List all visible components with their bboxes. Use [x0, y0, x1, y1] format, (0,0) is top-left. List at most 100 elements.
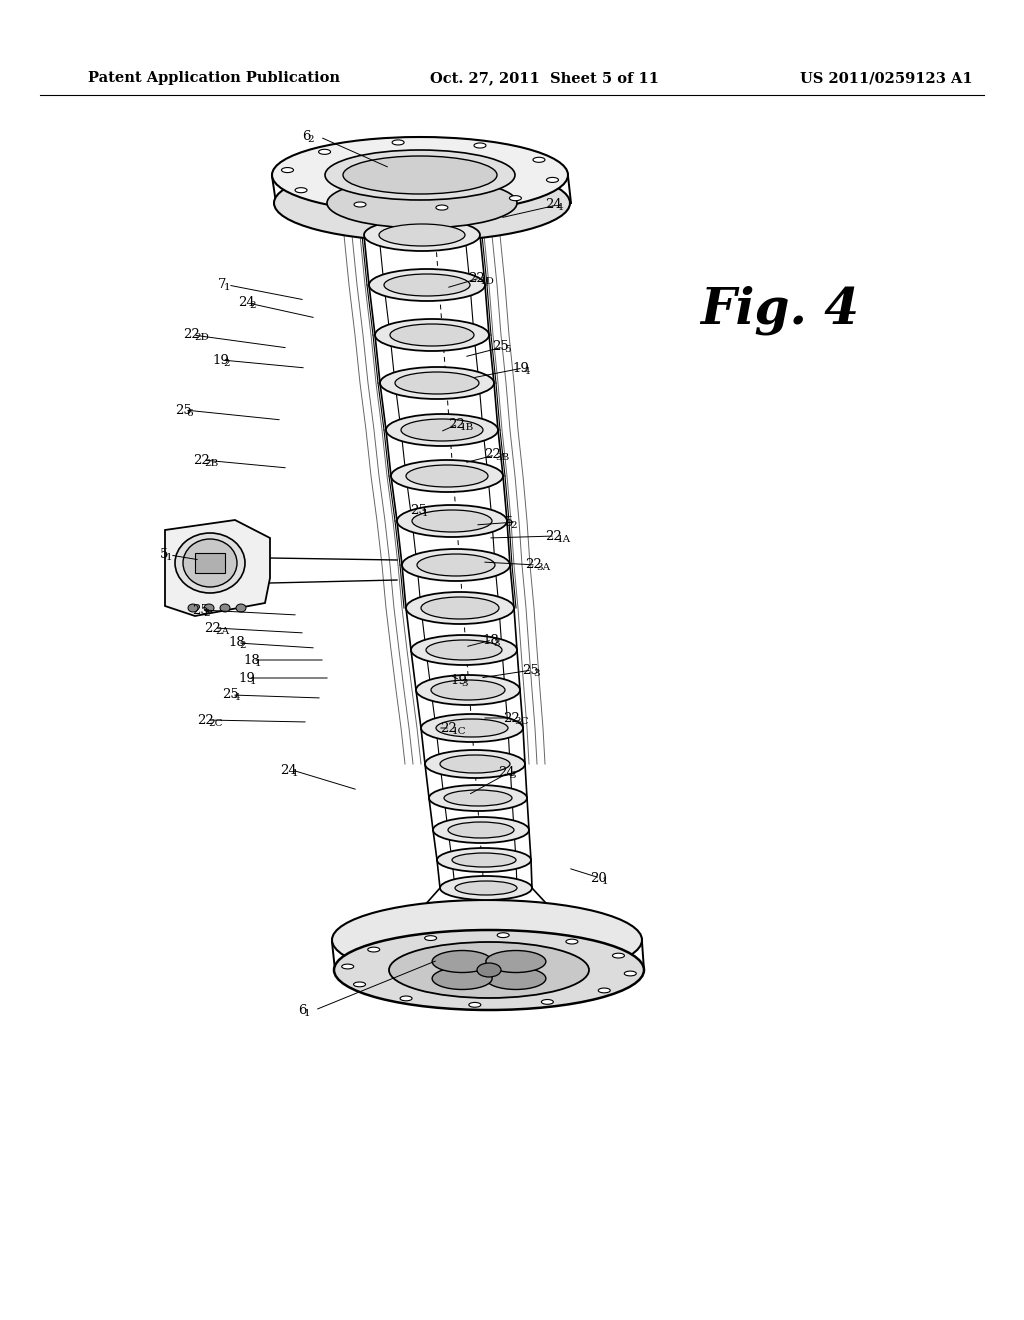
Text: 6: 6 [186, 408, 194, 417]
Text: 1: 1 [292, 768, 298, 777]
Text: 1B: 1B [460, 422, 474, 432]
Text: 1C: 1C [452, 726, 466, 735]
Ellipse shape [402, 549, 510, 581]
Text: 22: 22 [449, 417, 465, 430]
Polygon shape [165, 520, 270, 616]
Text: 18: 18 [482, 634, 499, 647]
Text: 24: 24 [498, 767, 515, 780]
Text: 1: 1 [422, 508, 428, 517]
Ellipse shape [188, 605, 198, 612]
Text: Oct. 27, 2011  Sheet 5 of 11: Oct. 27, 2011 Sheet 5 of 11 [430, 71, 659, 84]
Ellipse shape [431, 680, 505, 700]
Ellipse shape [389, 942, 589, 998]
Text: 25: 25 [410, 503, 427, 516]
Ellipse shape [395, 372, 479, 393]
Ellipse shape [421, 597, 499, 619]
Text: 1: 1 [602, 876, 608, 886]
Ellipse shape [318, 149, 331, 154]
Ellipse shape [220, 605, 230, 612]
Ellipse shape [397, 506, 507, 537]
Text: 1A: 1A [557, 535, 570, 544]
Text: 2A: 2A [216, 627, 229, 635]
Ellipse shape [625, 972, 636, 975]
Ellipse shape [432, 968, 493, 990]
Ellipse shape [332, 900, 642, 979]
Text: 1: 1 [224, 284, 230, 293]
Ellipse shape [432, 950, 493, 973]
Ellipse shape [433, 817, 529, 843]
Ellipse shape [566, 940, 578, 944]
Ellipse shape [368, 948, 380, 952]
Ellipse shape [444, 789, 512, 807]
Ellipse shape [380, 367, 494, 399]
Ellipse shape [411, 635, 517, 665]
Ellipse shape [392, 140, 404, 145]
Text: 24: 24 [280, 763, 297, 776]
Text: 25: 25 [522, 664, 539, 676]
Text: 24: 24 [238, 297, 255, 309]
Text: 4: 4 [523, 367, 530, 375]
Ellipse shape [175, 533, 245, 593]
Text: 6: 6 [302, 131, 310, 144]
Ellipse shape [425, 750, 525, 777]
Ellipse shape [455, 880, 517, 895]
Ellipse shape [429, 785, 527, 810]
Ellipse shape [412, 510, 492, 532]
Ellipse shape [469, 1002, 481, 1007]
Ellipse shape [327, 178, 517, 228]
Text: 2: 2 [204, 609, 210, 618]
Ellipse shape [406, 591, 514, 624]
Text: 25: 25 [193, 603, 209, 616]
Text: 22: 22 [197, 714, 214, 726]
Ellipse shape [334, 931, 644, 1010]
Text: 2: 2 [308, 136, 314, 144]
Ellipse shape [342, 964, 353, 969]
Text: 25: 25 [222, 689, 239, 701]
Text: 25: 25 [492, 341, 509, 354]
Text: 25: 25 [175, 404, 191, 417]
Ellipse shape [436, 719, 508, 737]
Ellipse shape [272, 137, 568, 213]
Text: 3: 3 [534, 668, 541, 677]
Ellipse shape [532, 157, 545, 162]
Text: 3B: 3B [496, 454, 510, 462]
Text: 19: 19 [238, 672, 255, 685]
Ellipse shape [452, 853, 516, 867]
Text: 4: 4 [233, 693, 241, 702]
Ellipse shape [421, 714, 523, 742]
Text: 5: 5 [504, 346, 510, 355]
Text: Patent Application Publication: Patent Application Publication [88, 71, 340, 84]
Ellipse shape [474, 143, 486, 148]
Text: 2: 2 [511, 520, 517, 529]
Text: 22: 22 [183, 329, 200, 342]
Text: 3: 3 [494, 639, 501, 648]
Ellipse shape [416, 675, 520, 705]
Ellipse shape [426, 640, 502, 660]
Ellipse shape [598, 989, 610, 993]
Text: 2B: 2B [205, 458, 219, 467]
Text: 1: 1 [250, 676, 256, 685]
Ellipse shape [612, 953, 625, 958]
Text: 22: 22 [193, 454, 210, 466]
Ellipse shape [295, 187, 307, 193]
Ellipse shape [547, 177, 558, 182]
Ellipse shape [542, 999, 553, 1005]
Ellipse shape [390, 323, 474, 346]
Ellipse shape [369, 269, 485, 301]
Text: 24: 24 [545, 198, 562, 211]
Text: 1: 1 [166, 553, 172, 562]
Ellipse shape [325, 150, 515, 201]
Text: Fig. 4: Fig. 4 [700, 285, 859, 335]
Ellipse shape [343, 156, 497, 194]
Ellipse shape [400, 997, 412, 1001]
Ellipse shape [391, 459, 503, 492]
Ellipse shape [417, 554, 495, 576]
Text: 19: 19 [450, 673, 467, 686]
Ellipse shape [183, 539, 237, 587]
Text: 7: 7 [218, 279, 226, 292]
Ellipse shape [384, 275, 470, 296]
Ellipse shape [386, 414, 498, 446]
Ellipse shape [375, 319, 489, 351]
Text: 18: 18 [243, 653, 260, 667]
Text: 2: 2 [223, 359, 230, 367]
